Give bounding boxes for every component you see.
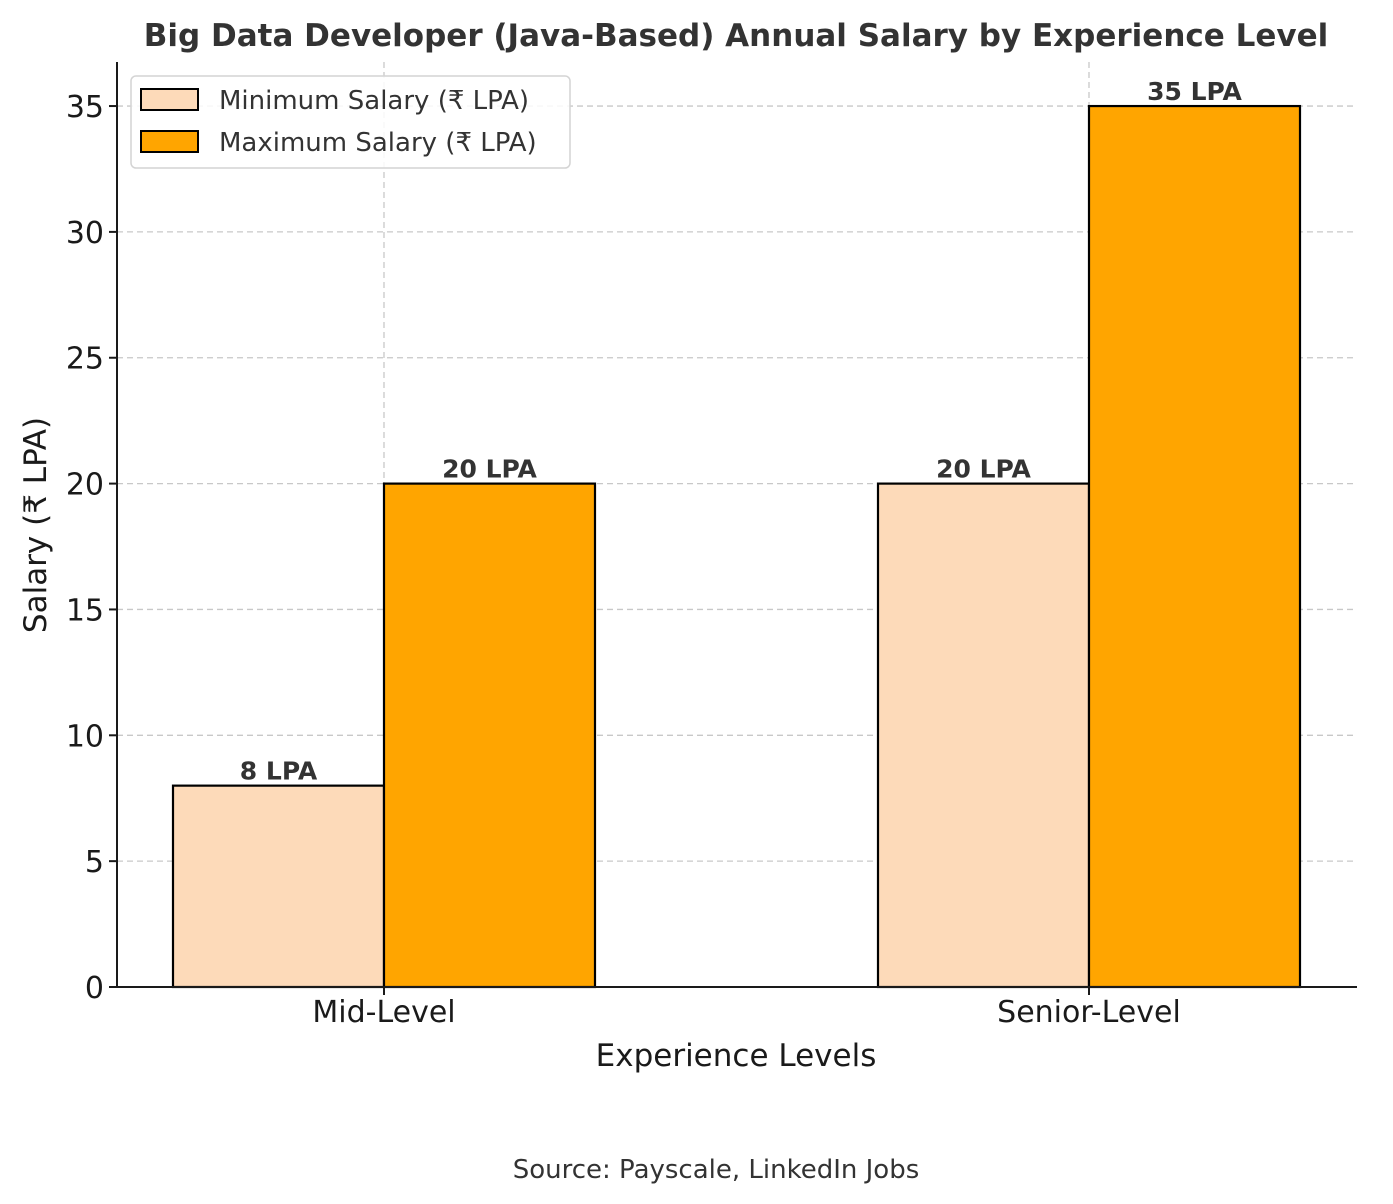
y-tick-label: 25: [66, 342, 104, 377]
bar: [382, 482, 597, 989]
bar: [1087, 104, 1302, 989]
bars-layer: [171, 104, 1302, 989]
y-tick-label: 5: [85, 845, 104, 880]
bar: [171, 784, 386, 989]
y-tick-label: 20: [66, 468, 104, 503]
legend: Minimum Salary (₹ LPA) Maximum Salary (₹…: [130, 75, 571, 169]
y-tick-label: 10: [66, 719, 104, 754]
axes-layer: [116, 62, 1357, 988]
bar-data-label: 20 LPA: [936, 455, 1031, 484]
bar-data-label: 35 LPA: [1147, 77, 1242, 106]
x-axis-label: Experience Levels: [596, 1038, 877, 1074]
y-axis-label: Salary (₹ LPA): [18, 417, 54, 633]
legend-label-minimum: Minimum Salary (₹ LPA): [219, 86, 529, 116]
y-tick-label: 30: [66, 216, 104, 251]
legend-swatch-maximum: [140, 130, 199, 153]
source-note: Source: Payscale, LinkedIn Jobs: [513, 1155, 920, 1185]
legend-label-maximum: Maximum Salary (₹ LPA): [219, 128, 537, 158]
y-tick-label: 35: [66, 90, 104, 125]
x-tick-label: Senior-Level: [997, 995, 1181, 1030]
x-tick-label: Mid-Level: [312, 995, 455, 1030]
data-labels-layer: 8 LPA 20 LPA 20 LPA 35 LPA: [240, 77, 1243, 786]
bar-data-label: 8 LPA: [240, 757, 318, 786]
bar: [876, 482, 1091, 989]
y-tick-label: 15: [66, 593, 104, 628]
y-tick-label: 0: [85, 971, 104, 1006]
ticks-layer: 0 5 10 15 20 25 30 35 Mid-Level Senior-Level: [66, 90, 1181, 1030]
legend-box: [130, 75, 571, 169]
chart-title: Big Data Developer (Java-Based) Annual S…: [144, 18, 1328, 54]
bar-data-label: 20 LPA: [442, 455, 537, 484]
legend-swatch-minimum: [140, 88, 199, 111]
